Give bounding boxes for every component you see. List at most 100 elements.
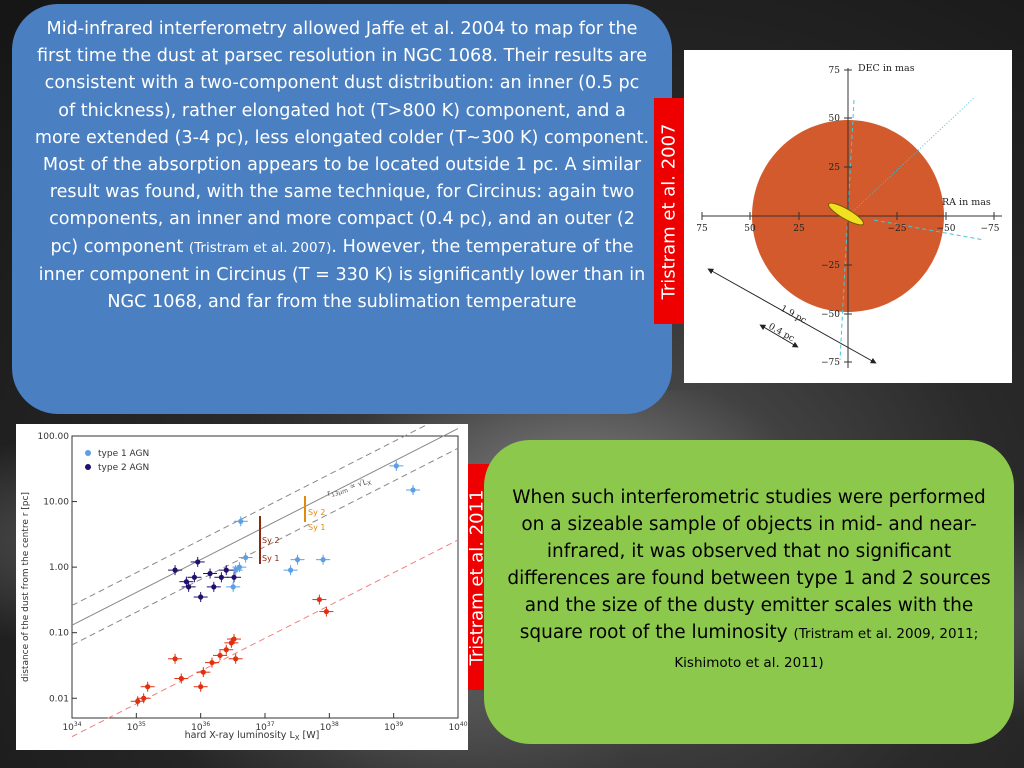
plot-frame bbox=[71, 435, 459, 719]
dust-size-chart: 1034 1035 1036 1037 1038 1039 1040 100.00 10.00 1… bbox=[16, 408, 468, 750]
x-tick-label: 50 bbox=[744, 224, 756, 234]
scale-label-inner: 0.4 pc bbox=[767, 322, 796, 344]
y-tick-label: 100.00 bbox=[38, 432, 70, 442]
x-tick-label: 75 bbox=[696, 224, 708, 234]
data-point bbox=[198, 594, 204, 600]
x-tick-label: −50 bbox=[937, 224, 956, 234]
legend-marker-type2 bbox=[85, 464, 91, 470]
guide-line-3 bbox=[873, 219, 985, 241]
data-point bbox=[320, 557, 326, 563]
guide-line-1 bbox=[839, 99, 855, 361]
x-tick-label: 1039 bbox=[384, 721, 403, 733]
x-tick-label: −25 bbox=[888, 224, 907, 234]
chart-svg: 1034 1035 1036 1037 1038 1039 1040100.0010.001… bbox=[21, 408, 468, 742]
data-point bbox=[230, 584, 236, 590]
data-point bbox=[200, 669, 206, 675]
data-point bbox=[145, 684, 151, 690]
scale-arrow-outer bbox=[707, 268, 877, 364]
legend-marker-type1 bbox=[85, 450, 91, 456]
scale-arrow-inner bbox=[759, 324, 799, 348]
data-point bbox=[198, 684, 204, 690]
blue-box-text: Mid-infrared interferometry allowed Jaff… bbox=[34, 19, 650, 257]
scale-label-outer: 1.9 pc bbox=[779, 304, 808, 326]
dust-disk-figure: 75 50 25 −25 −50 −75 75 50 25 −25 −50 −7… bbox=[684, 50, 1012, 383]
data-point bbox=[238, 518, 244, 524]
x-tick-label: 1038 bbox=[320, 721, 339, 733]
data-point bbox=[410, 487, 416, 493]
data-point bbox=[183, 579, 189, 585]
data-point bbox=[211, 584, 217, 590]
data-point bbox=[233, 567, 239, 573]
data-points bbox=[130, 460, 421, 707]
data-point bbox=[316, 596, 322, 603]
x-axis-label: hard X-ray luminosity LX [W] bbox=[185, 730, 320, 742]
line-label: r13μm∝ √LX bbox=[326, 476, 373, 500]
data-point bbox=[191, 574, 198, 580]
dust-disk-svg: 75 50 25 −25 −50 −75 75 50 25 −25 −50 −7… bbox=[696, 63, 1002, 368]
blue-box-citation: (Tristram et al. 2007) bbox=[188, 239, 332, 256]
sy-labels: Sy 2 Sy 1 Sy 2 Sy 1 bbox=[262, 508, 325, 563]
y-tick-label: 0.01 bbox=[49, 694, 69, 704]
data-point bbox=[223, 647, 229, 653]
green-box-citation: (Tristram et al. 2009, 2011; Kishimoto e… bbox=[674, 626, 979, 671]
x-tick-label: −75 bbox=[981, 224, 1000, 234]
data-point bbox=[288, 567, 294, 573]
blue-text-box: Mid-infrared interferometry allowed Jaff… bbox=[12, 4, 672, 414]
y-tick-label: 0.10 bbox=[49, 629, 69, 639]
data-point bbox=[236, 564, 242, 570]
scaling-line-mid bbox=[71, 428, 459, 626]
x-tick-label: 1034 bbox=[62, 721, 81, 733]
data-point bbox=[323, 608, 329, 615]
blue-box-text-after: . However, the temperature of the inner … bbox=[38, 236, 646, 313]
x-tick-label: 25 bbox=[793, 224, 805, 234]
data-point bbox=[207, 570, 213, 577]
y-tick-label: −75 bbox=[821, 358, 840, 368]
dec-axis-label: DEC in mas bbox=[858, 63, 915, 74]
legend: type 1 AGN type 2 AGN bbox=[85, 449, 149, 473]
axis-ticks: 1034 1035 1036 1037 1038 1039 1040100.0010.001… bbox=[38, 432, 468, 733]
scaling-line-red bbox=[71, 539, 459, 738]
green-box-text: When such interferometric studies were p… bbox=[507, 487, 991, 643]
x-tick-labels: 75 50 25 −25 −50 −75 bbox=[696, 224, 999, 234]
inner-dust-component bbox=[828, 202, 864, 226]
y-tick-label: −25 bbox=[821, 261, 840, 271]
side-label-2007: Tristram et al. 2007 bbox=[654, 98, 684, 324]
data-point bbox=[231, 574, 237, 580]
y-tick-label: 50 bbox=[829, 114, 841, 124]
data-point bbox=[172, 656, 178, 662]
scaling-line-lower bbox=[71, 447, 459, 646]
sy-label: Sy 1 bbox=[308, 523, 325, 532]
x-tick-label: 1035 bbox=[127, 721, 146, 733]
data-point bbox=[393, 463, 399, 469]
data-point bbox=[209, 659, 215, 666]
data-point bbox=[228, 640, 234, 646]
y-tick-label: −50 bbox=[821, 310, 840, 320]
data-point bbox=[223, 567, 229, 573]
data-point bbox=[141, 695, 147, 701]
reference-lines bbox=[71, 408, 459, 738]
data-point bbox=[233, 656, 239, 662]
data-point bbox=[172, 567, 178, 573]
data-point bbox=[231, 636, 237, 642]
x-tick-label: 1040 bbox=[448, 721, 467, 733]
y-tick-label: 10.00 bbox=[43, 498, 69, 508]
sy-label: Sy 2 bbox=[308, 508, 325, 517]
sy-label: Sy 1 bbox=[262, 554, 279, 563]
y-axis-label: distance of the dust from the centre r [… bbox=[21, 492, 31, 682]
data-point bbox=[217, 652, 223, 659]
data-point bbox=[178, 675, 184, 682]
green-text-box: When such interferometric studies were p… bbox=[484, 440, 1014, 744]
sy-label: Sy 2 bbox=[262, 536, 279, 545]
ra-axis-label: RA in mas bbox=[942, 197, 991, 208]
side-label-2007-text: Tristram et al. 2007 bbox=[658, 122, 680, 300]
data-point bbox=[243, 554, 249, 561]
scaling-line-upper bbox=[71, 408, 459, 606]
data-point bbox=[294, 557, 301, 563]
legend-label-type2: type 2 AGN bbox=[98, 463, 149, 473]
y-tick-label: 25 bbox=[829, 163, 841, 173]
data-point bbox=[195, 559, 201, 565]
legend-label-type1: type 1 AGN bbox=[98, 449, 149, 459]
data-point bbox=[135, 698, 141, 704]
data-point bbox=[218, 574, 224, 580]
y-tick-label: 75 bbox=[829, 66, 841, 76]
